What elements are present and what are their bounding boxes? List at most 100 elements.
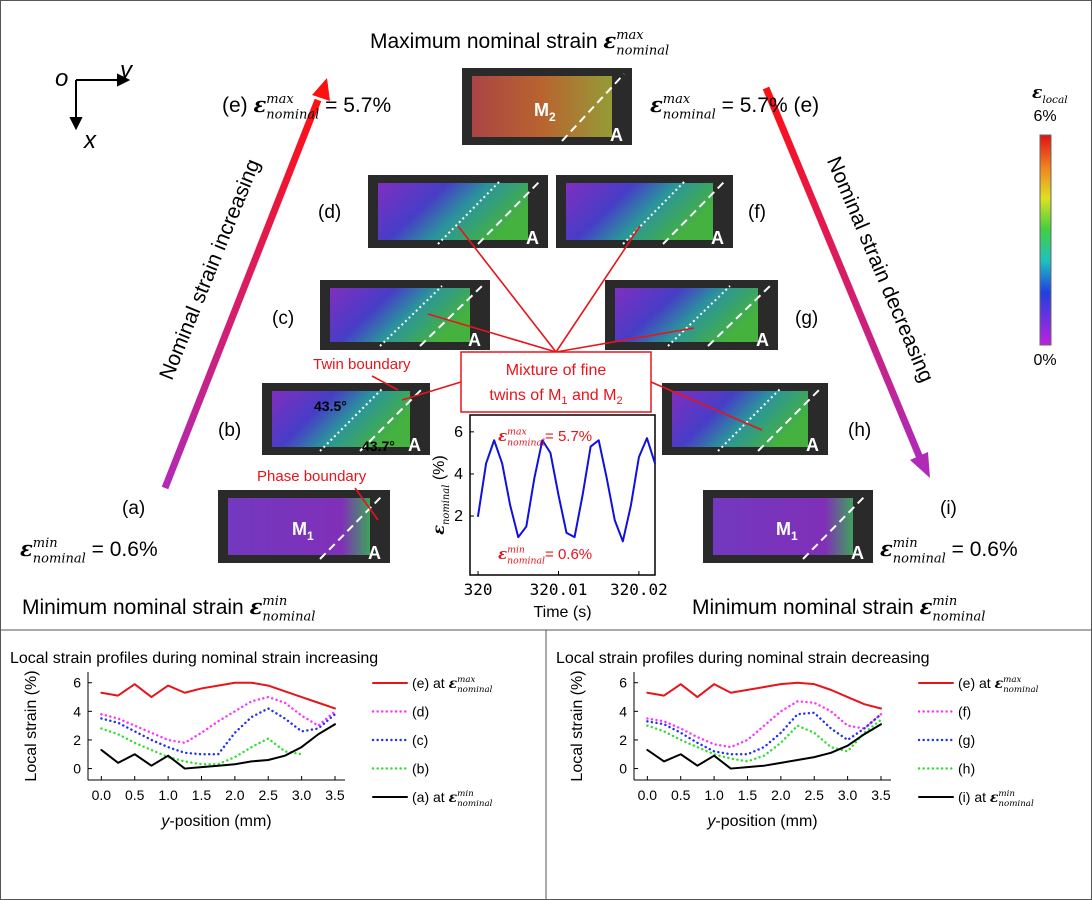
text-part: ε xyxy=(449,676,458,692)
specimen xyxy=(713,498,853,555)
text-part: = 5.7% xyxy=(545,428,592,445)
state-label: (d) xyxy=(318,202,341,223)
text-part: = 5.7% (e) xyxy=(716,94,819,117)
colorbar-min: 0% xyxy=(1033,352,1056,369)
text-part: Maximum nominal strain xyxy=(370,30,603,53)
legend-entry: (e) at εmax nominal xyxy=(412,675,493,695)
mixture-box xyxy=(460,351,652,413)
region-label: A xyxy=(368,543,381,563)
series-line xyxy=(646,700,883,749)
interface xyxy=(757,388,821,452)
colorbar xyxy=(1039,134,1052,346)
twin-boundary-label: Twin boundary xyxy=(313,356,411,373)
y-tick-label: 2 xyxy=(454,508,463,525)
text-part: ε xyxy=(920,594,933,619)
region-label: A xyxy=(756,330,769,350)
label-bg xyxy=(252,464,366,486)
text-part: = 0.6% xyxy=(545,546,592,563)
legend-entry: (c) xyxy=(412,732,428,748)
text-part: nominal xyxy=(932,609,985,624)
text-part: = 0.6% xyxy=(946,538,1018,561)
text-part: = 5.7% xyxy=(319,94,391,117)
text-part: -position (mm) xyxy=(169,813,271,830)
x-tick-label: 3.0 xyxy=(292,787,312,803)
x-tick-label: 2.5 xyxy=(258,787,278,803)
text-part: nominal xyxy=(457,799,493,809)
x-tick-label: 0.5 xyxy=(671,787,691,803)
annotation: εmin nominal= 0.6% xyxy=(498,545,592,567)
x-tick-label: 2.0 xyxy=(225,787,245,803)
phase-label: M1 xyxy=(776,519,798,543)
legend-entry: (h) xyxy=(958,761,975,777)
text-part: nominal xyxy=(1003,685,1039,695)
text-part: Minimum nominal strain xyxy=(22,596,250,619)
min-title: Minimum nominal strain εmin nominal xyxy=(692,594,985,624)
interface xyxy=(359,388,423,452)
legend-entry: (f) xyxy=(958,704,971,720)
specimen-images: A A A A A A A A A xyxy=(218,68,873,563)
text-part: Minimum nominal strain xyxy=(692,596,920,619)
text-part: min xyxy=(932,594,957,609)
interface xyxy=(561,73,625,142)
text-part: ε xyxy=(603,28,616,53)
y-tick-label: 0 xyxy=(619,761,627,777)
state-label: (g) xyxy=(795,308,818,329)
y-tick-label: 6 xyxy=(73,675,81,691)
arrow-decreasing xyxy=(762,86,924,460)
text-part: local xyxy=(1042,94,1067,106)
interface xyxy=(667,285,731,347)
text-part: (e) at xyxy=(412,675,449,691)
state-label: (i) xyxy=(940,498,957,519)
x-tick-label: 2.5 xyxy=(804,787,824,803)
text-part: max xyxy=(457,675,475,685)
y-axis-label: Local strain (%) xyxy=(23,670,40,781)
text-part: (a) at xyxy=(412,789,449,805)
text-part: ε xyxy=(254,92,267,117)
text-part: nominal xyxy=(262,609,315,624)
text-part: y xyxy=(706,813,716,830)
state-label: (a) xyxy=(122,498,145,519)
x-tick-label: 1.5 xyxy=(192,787,212,803)
text-part: nominal xyxy=(441,485,452,525)
angle-label: 43.7° xyxy=(362,438,395,454)
interface xyxy=(662,180,726,245)
specimen xyxy=(472,76,612,137)
series-line xyxy=(100,723,336,770)
region-label: A xyxy=(610,125,623,145)
x-tick-label: 1.5 xyxy=(738,787,758,803)
coord-axes xyxy=(69,73,131,131)
x-tick-label: 3.5 xyxy=(325,787,345,803)
y-axis-label: Local strain (%) xyxy=(569,670,586,781)
legend-entry: (d) xyxy=(412,704,429,720)
y-tick-label: 4 xyxy=(73,703,81,719)
legend-entry: (b) xyxy=(412,761,429,777)
colorbar-max: 6% xyxy=(1033,108,1056,125)
specimen xyxy=(272,391,410,447)
text-part: max xyxy=(266,92,294,107)
region-label: A xyxy=(851,543,864,563)
text-part: max xyxy=(616,28,644,43)
x-tick-label: 320.01 xyxy=(530,580,588,599)
x-tick-label: 0.0 xyxy=(92,787,112,803)
text-part: nominal xyxy=(663,107,716,122)
region-label: A xyxy=(526,228,539,248)
legend-entry: (e) at εmax nominal xyxy=(958,675,1039,695)
chart-title: Local strain profiles during nominal str… xyxy=(10,650,378,667)
text-part: ε xyxy=(1032,83,1042,103)
text-part: = 0.6% xyxy=(86,538,158,561)
text-part: ε xyxy=(498,427,507,445)
specimen xyxy=(330,288,470,342)
phase-label: M1 xyxy=(292,519,314,543)
series-line xyxy=(646,681,882,710)
x-tick-label: 2.0 xyxy=(771,787,791,803)
interface xyxy=(802,495,866,560)
legend-entry: (a) at εmin nominal xyxy=(412,789,493,809)
max-label: εmax nominal = 5.7% (e) xyxy=(650,92,819,122)
min-label: εmin nominal = 0.6% xyxy=(880,536,1018,566)
y-tick-label: 6 xyxy=(454,424,463,441)
text-part: nominal xyxy=(893,551,946,566)
series-line xyxy=(477,437,656,543)
text-part: min xyxy=(893,536,918,551)
text-part: nominal xyxy=(457,685,493,695)
